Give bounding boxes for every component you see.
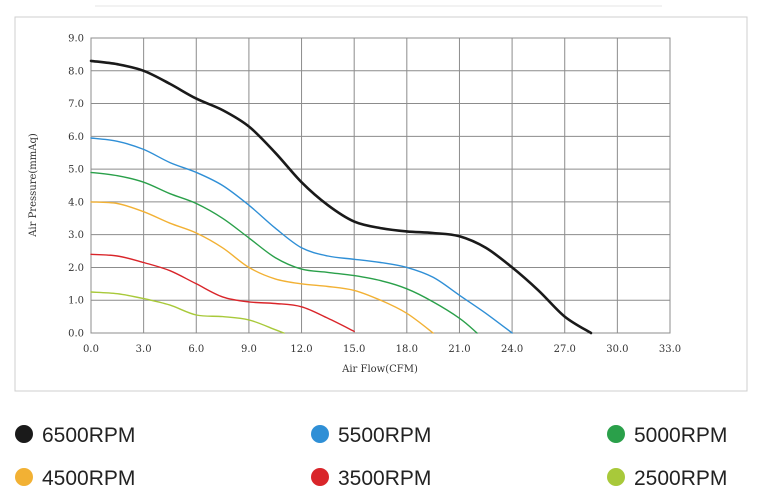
x-tick-label: 15.0 — [343, 344, 365, 355]
legend-label-5000rpm: 5000RPM — [634, 424, 727, 447]
x-tick-label: 30.0 — [606, 344, 628, 355]
legend-marker-4500rpm — [15, 468, 33, 486]
y-tick-label: 2.0 — [68, 263, 84, 274]
x-tick-label: 27.0 — [554, 344, 576, 355]
x-tick-label: 21.0 — [448, 344, 470, 355]
x-tick-labels: 0.0 3.0 6.0 9.0 12.0 15.0 18.0 21.0 24.0 27.0 30.0… — [83, 344, 681, 355]
series-line-5000rpm — [90, 171, 478, 334]
legend-label-4500rpm: 4500RPM — [42, 467, 135, 490]
y-tick-label: 5.0 — [68, 165, 84, 176]
legend-label-5500rpm: 5500RPM — [338, 424, 431, 447]
series-line-6500rpm — [89, 59, 593, 335]
series-line-4500rpm — [90, 201, 434, 334]
y-tick-label: 6.0 — [68, 132, 84, 143]
series-line-2500rpm — [90, 291, 285, 334]
legend-marker-6500rpm — [15, 425, 33, 443]
legend-marker-5500rpm — [311, 425, 329, 443]
legend-label-6500rpm: 6500RPM — [42, 424, 135, 447]
legend-marker-5000rpm — [607, 425, 625, 443]
y-tick-label: 0.0 — [68, 329, 84, 340]
x-tick-label: 24.0 — [501, 344, 523, 355]
y-tick-label: 4.0 — [68, 197, 84, 208]
legend-label-3500rpm: 3500RPM — [338, 467, 431, 490]
series-lines — [89, 59, 593, 335]
series-line-5500rpm — [90, 137, 513, 334]
x-tick-label: 3.0 — [136, 344, 152, 355]
x-tick-label: 18.0 — [396, 344, 418, 355]
legend-label-2500rpm: 2500RPM — [634, 467, 727, 490]
y-tick-label: 9.0 — [68, 34, 84, 45]
y-tick-label: 8.0 — [68, 66, 84, 77]
series-line-3500rpm — [90, 253, 355, 333]
x-tick-label: 9.0 — [241, 344, 257, 355]
y-tick-labels: 0.0 1.0 2.0 3.0 4.0 5.0 6.0 7.0 8.0 9.0 — [68, 34, 84, 340]
x-tick-label: 12.0 — [290, 344, 312, 355]
x-tick-label: 6.0 — [188, 344, 204, 355]
y-tick-label: 3.0 — [68, 230, 84, 241]
legend-marker-3500rpm — [311, 468, 329, 486]
x-axis-title: Air Flow(CFM) — [341, 364, 418, 375]
y-tick-label: 1.0 — [68, 296, 84, 307]
y-tick-label: 7.0 — [68, 99, 84, 110]
x-tick-label: 0.0 — [83, 344, 99, 355]
x-tick-label: 33.0 — [659, 344, 681, 355]
legend-marker-2500rpm — [607, 468, 625, 486]
grid-lines — [90, 37, 671, 334]
y-axis-title: Air Pressure(mmAq) — [28, 133, 39, 238]
legend: 6500RPM 5500RPM 5000RPM 4500RPM 3500RPM 2500R… — [15, 424, 727, 490]
plot-area — [90, 37, 671, 334]
